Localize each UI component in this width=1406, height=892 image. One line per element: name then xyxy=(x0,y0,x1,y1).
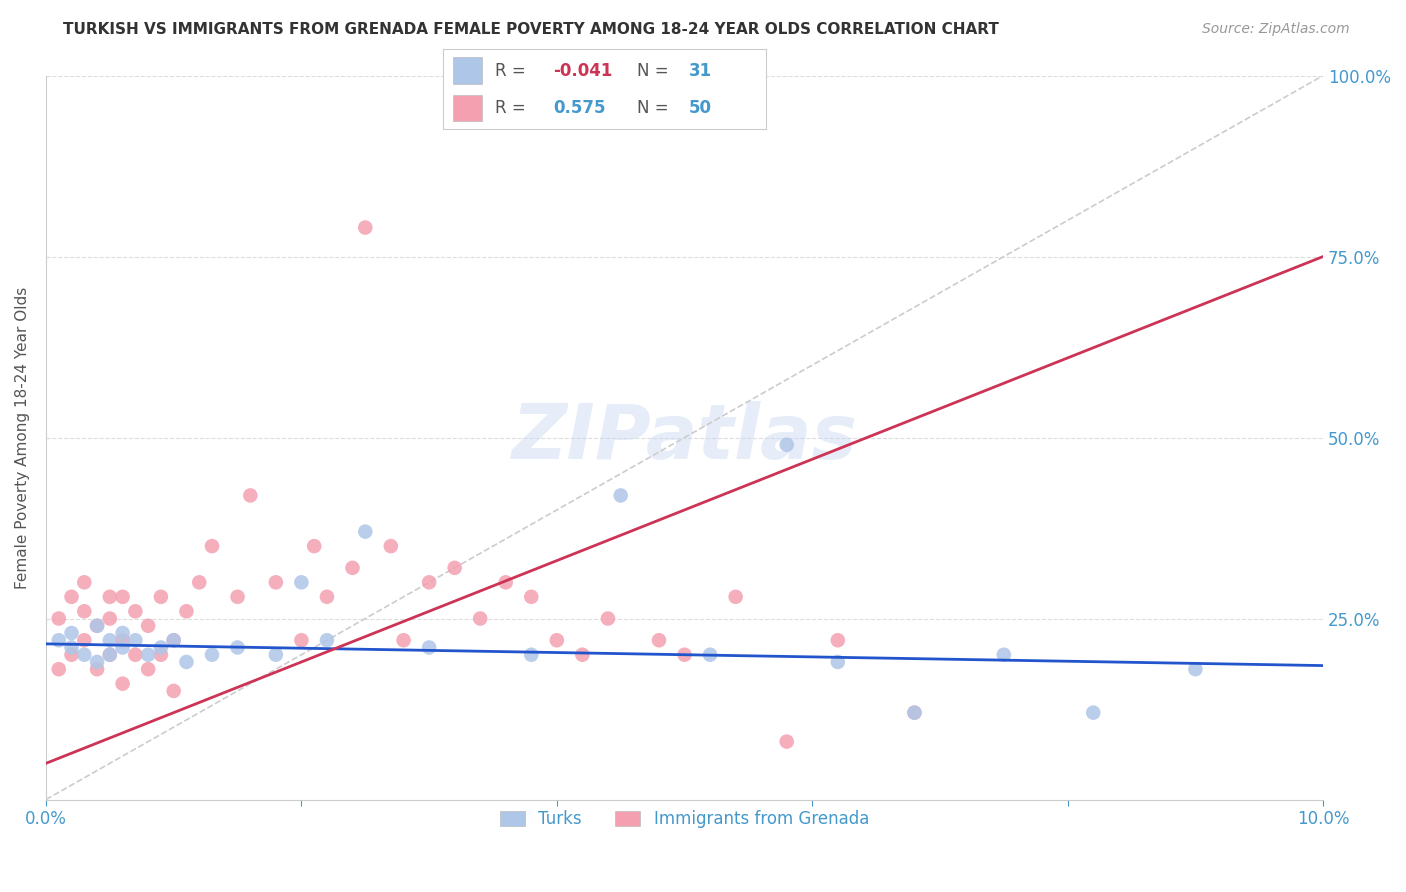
Point xyxy=(648,633,671,648)
Point xyxy=(380,539,402,553)
Point xyxy=(1184,662,1206,676)
Point xyxy=(776,734,799,748)
Point xyxy=(163,633,186,648)
Point xyxy=(111,640,134,655)
Point xyxy=(73,604,96,618)
Point xyxy=(596,611,619,625)
Point xyxy=(60,640,83,655)
Point xyxy=(86,619,108,633)
Point xyxy=(86,619,108,633)
Point xyxy=(316,590,339,604)
Text: Source: ZipAtlas.com: Source: ZipAtlas.com xyxy=(1202,22,1350,37)
Point xyxy=(98,648,121,662)
Point xyxy=(124,604,146,618)
Text: R =: R = xyxy=(495,99,530,117)
Point xyxy=(520,648,543,662)
Point xyxy=(342,561,364,575)
Point xyxy=(470,611,492,625)
Point xyxy=(149,590,172,604)
Point xyxy=(201,539,224,553)
Point xyxy=(903,706,925,720)
Point xyxy=(48,633,70,648)
Point xyxy=(392,633,415,648)
Point xyxy=(302,539,325,553)
Point xyxy=(495,575,517,590)
Point xyxy=(111,590,134,604)
Point xyxy=(136,662,159,676)
Point xyxy=(418,640,440,655)
Point xyxy=(73,575,96,590)
Point xyxy=(48,611,70,625)
Text: 0.575: 0.575 xyxy=(553,99,606,117)
Point xyxy=(520,590,543,604)
Point xyxy=(60,626,83,640)
Point xyxy=(354,220,377,235)
Point xyxy=(73,633,96,648)
Point xyxy=(98,648,121,662)
Point xyxy=(354,524,377,539)
Point xyxy=(776,438,799,452)
Point xyxy=(188,575,211,590)
Point xyxy=(98,633,121,648)
Point xyxy=(98,590,121,604)
Point xyxy=(201,648,224,662)
Point xyxy=(699,648,721,662)
Point xyxy=(163,684,186,698)
Point xyxy=(163,633,186,648)
Text: ZIPatlas: ZIPatlas xyxy=(512,401,858,475)
Point xyxy=(176,655,198,669)
Point xyxy=(136,648,159,662)
Point xyxy=(993,648,1015,662)
Point xyxy=(149,640,172,655)
Text: R =: R = xyxy=(495,62,530,79)
Point xyxy=(48,662,70,676)
Point xyxy=(111,626,134,640)
Point xyxy=(827,633,849,648)
Text: 50: 50 xyxy=(689,99,711,117)
Point xyxy=(86,662,108,676)
Point xyxy=(149,648,172,662)
Point xyxy=(264,575,287,590)
Point xyxy=(176,604,198,618)
Point xyxy=(98,611,121,625)
Point xyxy=(124,633,146,648)
Text: TURKISH VS IMMIGRANTS FROM GRENADA FEMALE POVERTY AMONG 18-24 YEAR OLDS CORRELAT: TURKISH VS IMMIGRANTS FROM GRENADA FEMAL… xyxy=(63,22,1000,37)
Point xyxy=(609,488,631,502)
Point xyxy=(124,648,146,662)
Bar xyxy=(453,95,482,121)
Point xyxy=(443,561,465,575)
Point xyxy=(673,648,696,662)
Point xyxy=(724,590,747,604)
Point xyxy=(316,633,339,648)
Text: 31: 31 xyxy=(689,62,711,79)
Point xyxy=(239,488,262,502)
Point xyxy=(60,590,83,604)
Point xyxy=(226,640,249,655)
Point xyxy=(73,648,96,662)
Point xyxy=(111,676,134,690)
Point xyxy=(60,648,83,662)
Point xyxy=(571,648,593,662)
Legend: Turks, Immigrants from Grenada: Turks, Immigrants from Grenada xyxy=(494,804,876,835)
Point xyxy=(86,655,108,669)
Point xyxy=(903,706,925,720)
Bar xyxy=(453,57,482,84)
Point xyxy=(290,633,312,648)
Point xyxy=(136,619,159,633)
Text: N =: N = xyxy=(637,62,673,79)
Point xyxy=(290,575,312,590)
Point xyxy=(546,633,568,648)
Point xyxy=(1083,706,1105,720)
Text: N =: N = xyxy=(637,99,673,117)
Text: -0.041: -0.041 xyxy=(553,62,612,79)
Point xyxy=(827,655,849,669)
Point xyxy=(264,648,287,662)
Point xyxy=(111,633,134,648)
Point xyxy=(418,575,440,590)
Y-axis label: Female Poverty Among 18-24 Year Olds: Female Poverty Among 18-24 Year Olds xyxy=(15,286,30,589)
Point xyxy=(226,590,249,604)
